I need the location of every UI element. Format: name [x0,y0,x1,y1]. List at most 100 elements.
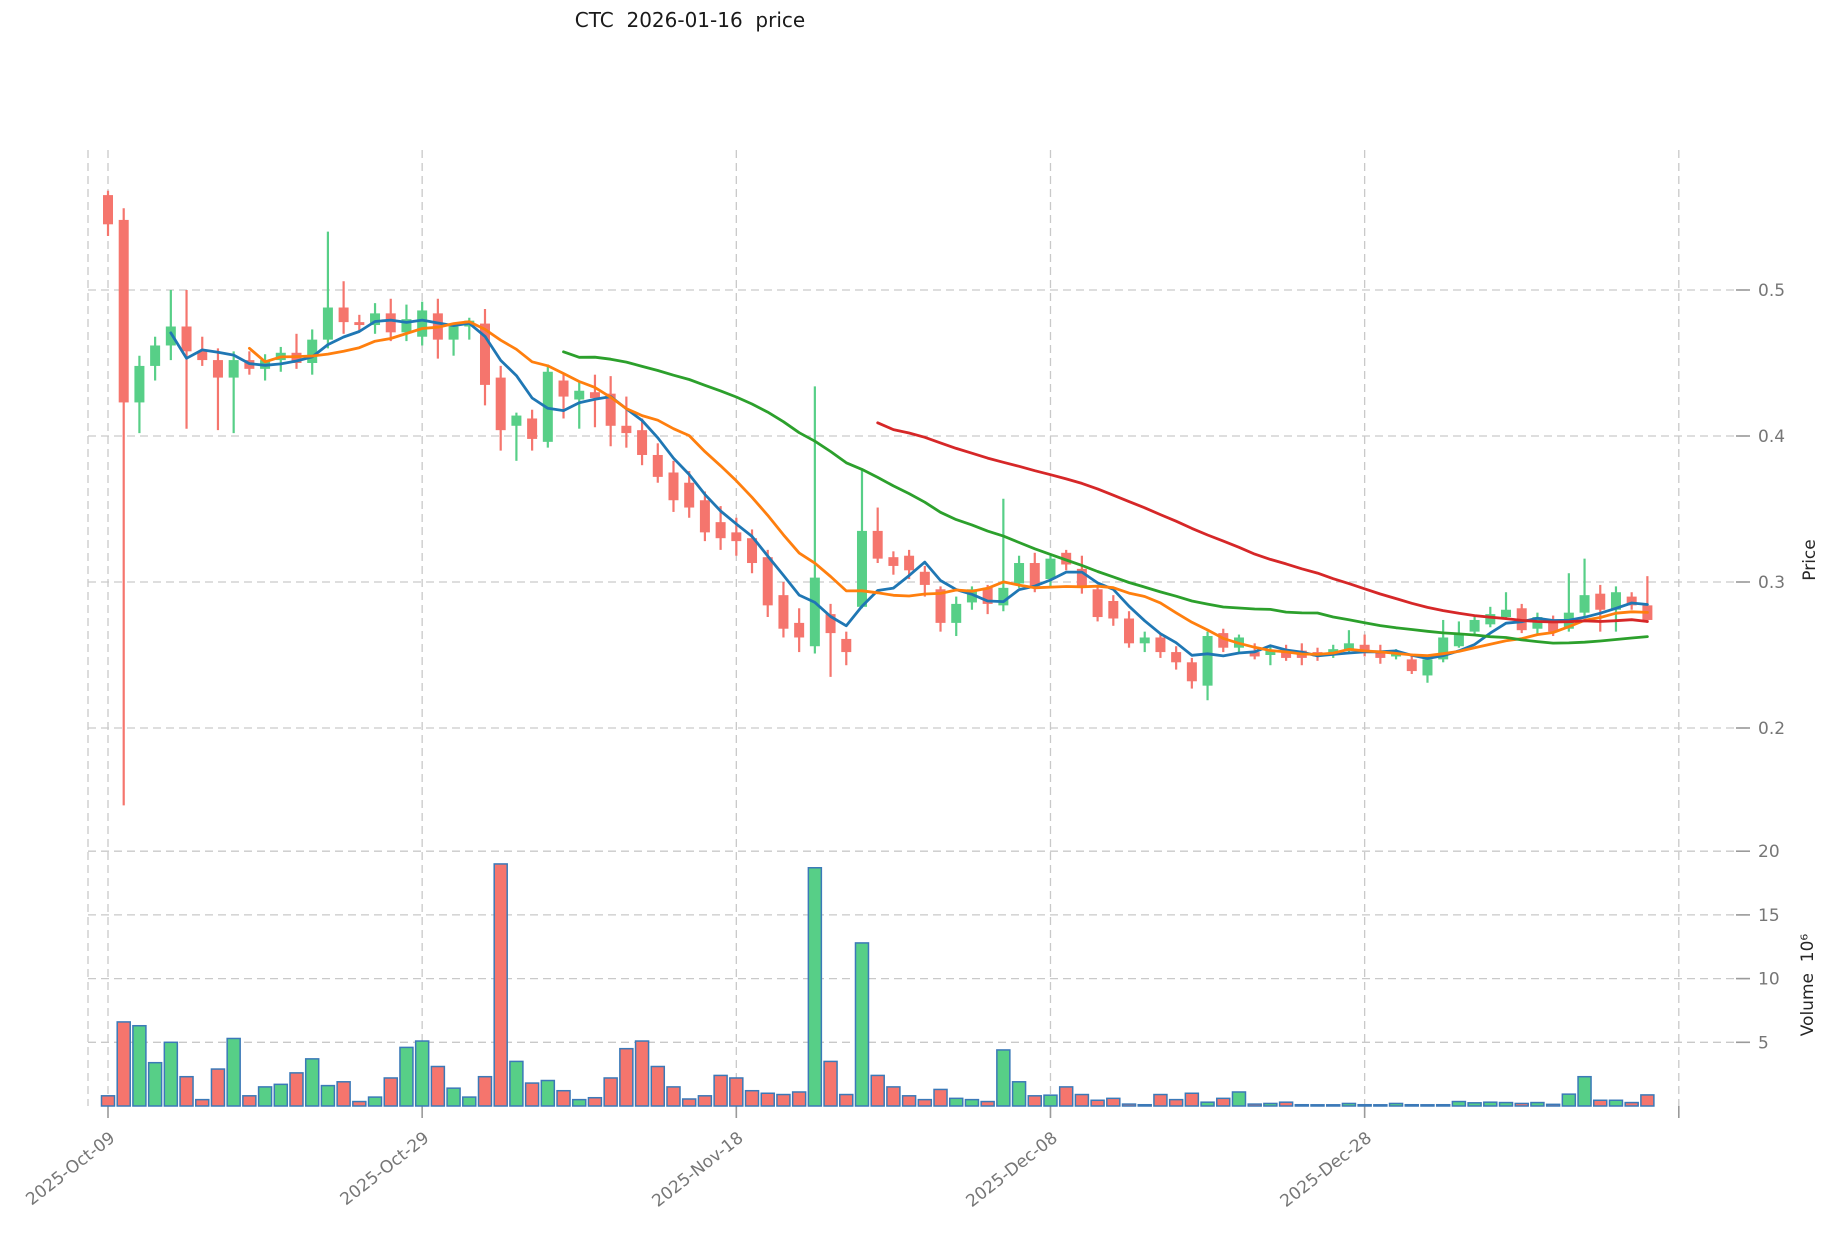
volume-bar [414,1040,430,1107]
candle-body-down [1359,644,1370,653]
candle-body-down [794,622,805,638]
candle-body-down [1076,568,1087,588]
volume-bar [1373,1104,1388,1107]
candle-body-down [1406,659,1417,672]
candle-body-up [134,365,145,403]
volume-bar [1263,1102,1278,1107]
volume-bar [1216,1097,1231,1107]
volume-bar [1184,1092,1200,1107]
tick-label: 2025-Oct-09 [22,1128,119,1210]
candle-body-up [1453,634,1464,647]
tick-label: 2025-Oct-29 [337,1128,434,1210]
candle-body-down [605,393,616,426]
candle-body-down [1218,633,1229,648]
volume-bar [980,1100,995,1107]
candle-body-down [778,595,789,629]
candle-body-down [118,219,129,403]
sma50-line [876,421,1649,624]
volume-bar [304,1058,320,1107]
volume-bar [446,1087,461,1107]
candle-body-down [919,571,930,585]
volume-bar [901,1095,917,1107]
candle-body-down [872,530,883,559]
candle-body-down [479,323,490,385]
candle-body-down [1124,618,1135,644]
candle-body-up [1343,643,1354,650]
volume-bar [116,1021,131,1107]
candle-body-up [856,530,867,607]
volume-bar [1404,1103,1420,1107]
volume-bar [430,1065,446,1107]
volume-bar [1278,1101,1294,1107]
axis-tick-labels: 0.5 0.4 0.3 0.2 20 15 10 5 2025-Oct-09 2025-Oct-2… [22,281,1785,1212]
candle-body-down [731,532,742,542]
tick-label: 0.4 [1758,427,1785,447]
axis-ticks [107,289,1750,1118]
candle-body-down [715,522,726,539]
candle-body-down [841,638,852,653]
candle-body-up [998,587,1009,606]
volume-bar [1530,1101,1545,1107]
volume-bar [1027,1095,1043,1107]
candles [103,190,1653,806]
volume-bar [870,1074,885,1107]
candle-body-up [1328,649,1339,654]
volume-bar [367,1096,383,1107]
volume-bar [194,1098,210,1107]
volume-bar [1467,1102,1482,1107]
candle-body-down [212,360,223,378]
volume-bar [681,1098,697,1107]
candle-body-up [1422,659,1433,676]
candle-body-up [1045,558,1056,580]
volume-bar [242,1095,257,1107]
volume-bar [147,1061,163,1107]
volume-bar [744,1089,760,1107]
volume-bar [509,1060,524,1107]
tick-label: 0.2 [1758,719,1785,739]
sma10-line [247,320,1649,658]
candle-body-down [589,392,600,399]
candle-body-down [684,482,695,508]
volume-bar [666,1086,681,1107]
candle-body-up [307,339,318,363]
candle-body-up [1014,563,1025,584]
volume-bar [132,1024,147,1107]
volume-bar [179,1075,194,1107]
candle-body-down [668,472,679,501]
candle-body-up [1139,637,1150,644]
volume-bar [619,1047,634,1107]
candle-body-up [1265,650,1276,655]
candle-body-down [181,326,192,352]
volume-bar [1106,1097,1121,1107]
volume-bar [571,1098,587,1107]
volume-bar [713,1074,728,1107]
volume-bar [163,1041,179,1107]
candle-body-down [1092,589,1103,618]
volume-bar [823,1060,838,1107]
volume-bar [399,1046,414,1107]
candle-body-down [1171,652,1182,663]
candle-body-down [699,500,710,533]
candle-body-up [511,415,522,426]
volume-bar [1561,1093,1577,1107]
volume-bar [289,1072,304,1107]
sma30-line [562,350,1649,645]
volume-bar [587,1096,603,1107]
volume-bar [226,1037,241,1107]
candle-body-up [809,577,820,647]
volume-bar [1608,1099,1624,1107]
volume-bar [1043,1094,1058,1107]
candle-body-down [982,587,993,604]
volume-bar [383,1077,398,1107]
candle-body-up [1501,609,1512,618]
sma-lines [169,318,1649,660]
volume-bar [524,1082,540,1107]
volume-bar [886,1086,901,1107]
volume-bars [100,863,1655,1107]
volume-bar [210,1068,226,1107]
candle-body-down [385,313,396,333]
candle-body-down [197,351,208,361]
volume-bar [917,1098,933,1107]
volume-bar [650,1065,666,1107]
volume-bar [1640,1094,1655,1107]
